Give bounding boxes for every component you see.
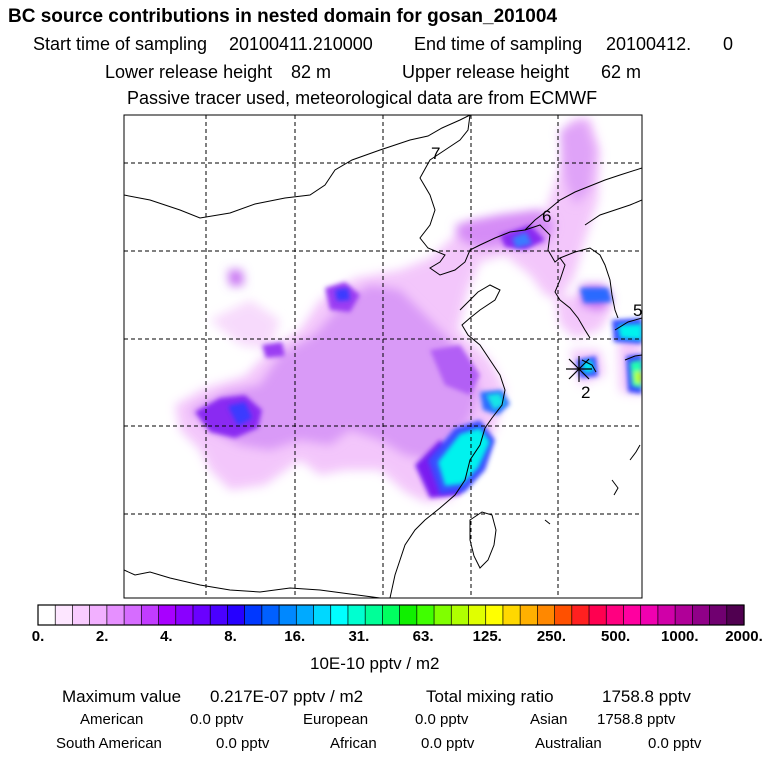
graticule xyxy=(124,115,642,598)
contribution-name: South American xyxy=(56,735,162,752)
end-time-label: End time of sampling xyxy=(414,34,583,54)
coastlines xyxy=(124,115,642,598)
contribution-value: 0.0 pptv xyxy=(415,711,469,728)
colorbar-tick-label: 125. xyxy=(472,628,502,645)
contribution-name: European xyxy=(303,711,369,728)
region-label-7: 7 xyxy=(431,144,440,163)
contribution-value: 0.0 pptv xyxy=(216,735,270,752)
contribution-name: Australian xyxy=(535,735,602,752)
contribution-value: 0.0 pptv xyxy=(190,711,244,728)
colorbar-tick-label: 500. xyxy=(601,628,631,645)
colorbar-tick-label: 0. xyxy=(31,628,45,645)
page-title: BC source contributions in nested domain… xyxy=(8,6,558,27)
contribution-name: American xyxy=(80,711,144,728)
contribution-value: 1758.8 pptv xyxy=(597,711,676,728)
tracer-note: Passive tracer used, meteorological data… xyxy=(127,88,598,108)
lower-height-label: Lower release height xyxy=(105,62,273,82)
contribution-value: 0.0 pptv xyxy=(648,735,702,752)
start-time-value: 20100411.210000 xyxy=(229,34,373,54)
colorbar-unit: 10E-10 pptv / m2 xyxy=(310,654,440,673)
total-mixing-value: 1758.8 pptv xyxy=(602,687,691,706)
region-label-2: 2 xyxy=(581,383,590,402)
colorbar-tick-label: 2000. xyxy=(725,628,763,645)
total-mixing-label: Total mixing ratio xyxy=(426,687,554,706)
max-value: 0.217E-07 pptv / m2 xyxy=(210,687,364,706)
contribution-value: 0.0 pptv xyxy=(421,735,475,752)
colorbar-tick-label: 4. xyxy=(160,628,173,645)
contribution-name: African xyxy=(330,735,377,752)
upper-height-value: 62 m xyxy=(601,62,642,82)
contribution-name: Asian xyxy=(530,711,568,728)
end-time-suffix: 0 xyxy=(723,34,734,54)
max-value-label: Maximum value xyxy=(62,687,182,706)
colorbar-tick-label: 63. xyxy=(412,628,434,645)
colorbar-tick-label: 1000. xyxy=(661,628,699,645)
region-label-6: 6 xyxy=(542,207,551,226)
colorbar-tick-label: 250. xyxy=(536,628,567,645)
region-label-5: 5 xyxy=(633,301,642,320)
colorbar-tick-label: 2. xyxy=(95,628,109,645)
upper-height-label: Upper release height xyxy=(402,62,570,82)
receptor-star-icon xyxy=(566,356,592,382)
colorbar-tick-label: 31. xyxy=(348,628,370,645)
start-time-label: Start time of sampling xyxy=(33,34,208,54)
concentration-field xyxy=(175,118,642,502)
lower-height-value: 82 m xyxy=(291,62,332,82)
colorbar-tick-label: 8. xyxy=(224,628,237,645)
colorbar-tick-label: 16. xyxy=(284,628,306,645)
end-time-value: 20100412. xyxy=(606,34,692,54)
